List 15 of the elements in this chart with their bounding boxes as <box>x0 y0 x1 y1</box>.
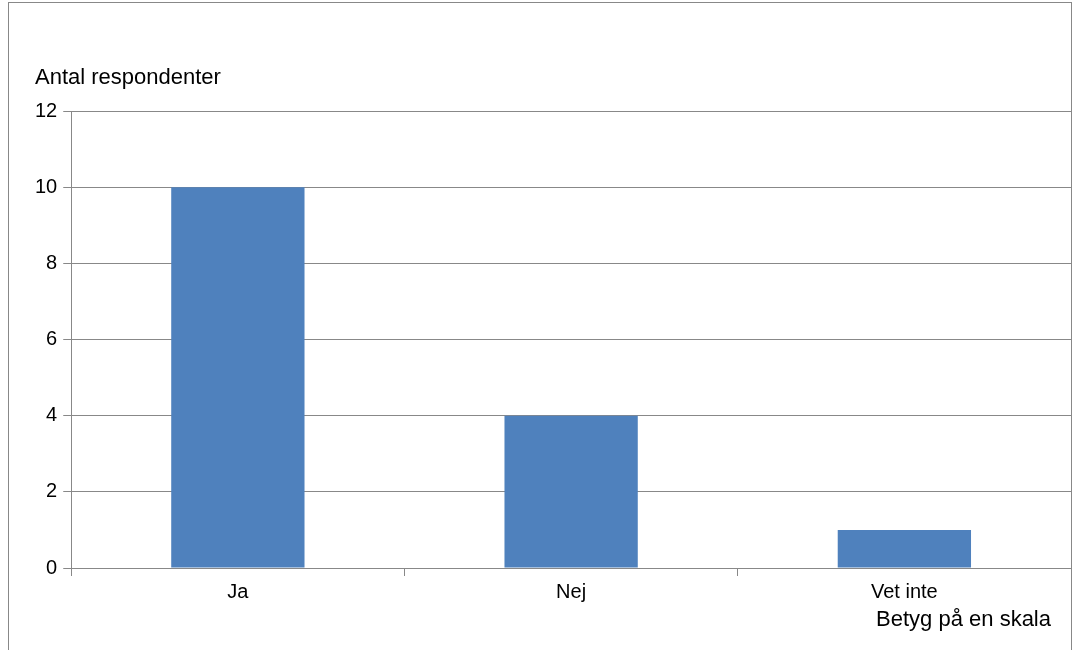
x-tick-label: Nej <box>556 579 587 602</box>
x-tick-label: Vet inte <box>871 579 938 602</box>
y-tick-label: 10 <box>35 174 58 197</box>
bar <box>171 187 305 568</box>
y-tick-label: 2 <box>46 479 58 502</box>
x-tick-label: Ja <box>227 579 250 602</box>
y-tick-label: 6 <box>46 327 58 350</box>
y-tick-label: 4 <box>46 403 58 426</box>
y-tick-label: 12 <box>35 98 58 121</box>
y-tick-label: 8 <box>46 250 58 273</box>
y-axis-title: Antal respondenter <box>35 64 221 90</box>
y-tick-label: 0 <box>46 555 58 578</box>
bar <box>504 415 638 568</box>
bar <box>837 529 972 568</box>
x-axis-title: Betyg på en skala <box>876 606 1052 632</box>
